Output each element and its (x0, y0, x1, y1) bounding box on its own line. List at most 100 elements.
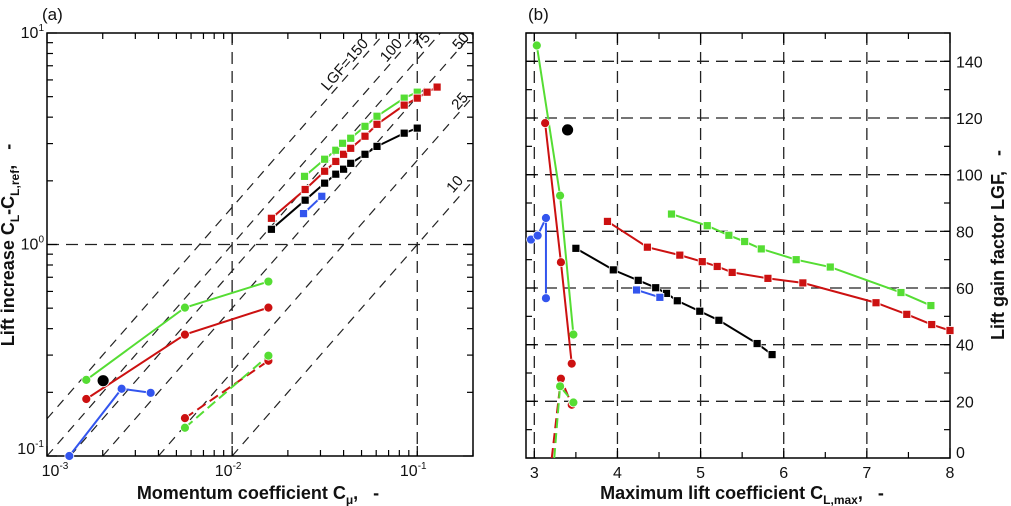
plot-a-ylabel: Lift increase CL-CL,ref, - (0, 144, 22, 346)
series-2-line (575, 247, 773, 356)
series-1-point (422, 87, 432, 97)
lgf-line-75 (69, 32, 441, 457)
series-2-point (399, 128, 409, 138)
lgf-lines (46, 32, 474, 457)
series-2-point (752, 339, 762, 348)
series-0-point (320, 154, 330, 164)
series-5-point (566, 358, 577, 369)
series-5-line (85, 306, 269, 400)
series-4-point (180, 302, 190, 313)
x-tick-label: 6 (779, 465, 788, 482)
series-0-point (372, 111, 382, 121)
series-2-point (339, 164, 348, 174)
x-tick-label: 10-1 (400, 461, 427, 480)
series-2-point (372, 141, 382, 151)
lgf-label-10: 10 (443, 172, 467, 196)
series-0-point (338, 138, 347, 148)
x-tick-label: 10-3 (42, 461, 69, 480)
y-tick-label: 20 (956, 394, 974, 411)
series-9-point (555, 381, 565, 392)
series-2-point (714, 315, 724, 325)
series-1-point (763, 273, 773, 283)
series-2-point (672, 296, 682, 306)
series-1-point (697, 257, 707, 267)
series-0-point (346, 133, 356, 143)
x-tick-label: 5 (696, 465, 705, 482)
series-1-point (727, 268, 737, 277)
series-4-line (535, 45, 575, 335)
series-6-line (530, 217, 547, 299)
series-0-point (825, 262, 835, 272)
lgf-label-25: 25 (448, 89, 472, 113)
series-1-point (412, 93, 422, 103)
series-8-line (184, 359, 269, 419)
x-tick-label: 7 (862, 465, 871, 482)
series-3-point (317, 191, 327, 201)
series-4-line (85, 280, 269, 381)
series-1-line (606, 220, 950, 332)
series-0-point (724, 230, 734, 240)
plot-b-frame (525, 32, 951, 459)
series-3-point (299, 209, 308, 218)
series-4-point (263, 276, 274, 287)
series-9-line (184, 354, 270, 429)
series-2-point (651, 283, 661, 293)
series-2-point (412, 123, 422, 133)
series-1-point (712, 262, 722, 271)
series-2-point (320, 178, 330, 188)
series-1-point (331, 157, 341, 166)
series-0-point (791, 255, 801, 265)
series-4-point (531, 40, 542, 51)
series-0-point (896, 288, 906, 297)
series-5-point (556, 257, 566, 268)
series-4-point (555, 190, 565, 201)
series-2-point (633, 275, 643, 285)
lgf-label-100: 100 (377, 35, 406, 65)
series-0-point (740, 237, 750, 246)
series-1-point (902, 309, 912, 319)
series-0-point (926, 301, 936, 310)
series-0-point (702, 221, 712, 231)
series-6-point (116, 383, 127, 394)
panel-a-label: (a) (42, 5, 63, 24)
series-1-point (399, 100, 409, 110)
y-tick-label: 10-1 (17, 439, 44, 458)
series-1-point (320, 166, 330, 176)
lgf-label-150: LGF=150 (318, 35, 372, 94)
series-1-point (432, 82, 442, 92)
y-tick-label: 100 (956, 168, 983, 185)
series-1-point (346, 143, 356, 153)
x-tick-label: 3 (530, 465, 539, 482)
series-5-line (544, 122, 573, 364)
series-1-point (339, 149, 348, 159)
series-2-point (767, 350, 777, 359)
series-2-point (267, 224, 276, 234)
series-9-point (180, 422, 190, 433)
series-3-point (632, 285, 641, 295)
series-1-point (871, 298, 881, 308)
y-tick-label: 101 (21, 23, 45, 42)
y-tick-label: 120 (956, 111, 983, 128)
series-7-point (561, 123, 574, 137)
plot-b-ylabel: Lift gain factor LGF, - (988, 150, 1008, 340)
series-5-point (540, 118, 551, 128)
series-2-point (571, 243, 581, 253)
y-tick-label: 140 (956, 54, 983, 71)
series-2-point (608, 265, 618, 275)
series-1-point (267, 213, 276, 223)
y-tick-label: 100 (21, 235, 45, 254)
series-4-point (81, 374, 92, 385)
series-5-point (81, 394, 92, 404)
lgf-line-100 (46, 32, 418, 457)
series-1-point (945, 326, 955, 335)
series-1-point (642, 242, 652, 252)
lgf-line-50 (102, 32, 474, 457)
series-2-point (695, 306, 705, 316)
x-tick-label: 8 (946, 465, 955, 482)
series-9-point (568, 397, 579, 408)
plot-b-xlabel: Maximum lift coefficient CL,max, - (600, 483, 884, 506)
series-1-point (372, 119, 382, 129)
y-tick-label: 0 (956, 445, 965, 462)
